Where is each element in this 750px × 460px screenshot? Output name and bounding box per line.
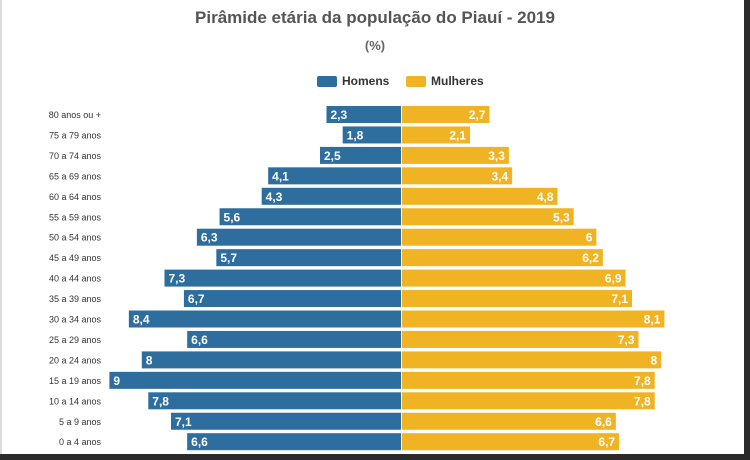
legend: Homens Mulheres [0, 72, 750, 90]
bar-mulheres [402, 228, 597, 246]
legend-item-mulheres[interactable]: Mulheres [406, 72, 484, 90]
category-label: 80 anos ou + [49, 110, 101, 120]
bar-mulheres [402, 392, 655, 410]
data-label-mulheres: 7,8 [634, 374, 651, 388]
data-label-mulheres: 2,1 [449, 128, 466, 142]
category-label: 5 a 9 anos [59, 417, 102, 427]
data-label-homens: 4,1 [272, 169, 289, 183]
category-label: 40 a 44 anos [49, 274, 102, 284]
category-label: 50 a 54 anos [49, 233, 102, 243]
category-label: 0 a 4 anos [59, 437, 102, 447]
category-label: 30 a 34 anos [49, 315, 102, 325]
category-label: 15 a 19 anos [49, 376, 102, 386]
data-label-mulheres: 6,6 [595, 415, 612, 429]
data-label-homens: 9 [113, 374, 120, 388]
data-label-mulheres: 7,8 [634, 394, 651, 408]
data-label-homens: 6,3 [201, 231, 218, 245]
bar-homens [196, 228, 401, 246]
data-label-mulheres: 8 [651, 353, 658, 367]
bar-mulheres [402, 351, 662, 369]
category-label: 75 a 79 anos [49, 130, 102, 140]
data-label-homens: 7,1 [175, 415, 192, 429]
bar-homens [219, 208, 401, 226]
left-edge [0, 0, 2, 460]
data-label-homens: 1,8 [347, 128, 364, 142]
legend-item-homens[interactable]: Homens [317, 72, 389, 90]
bar-homens [187, 330, 401, 348]
bar-homens [141, 351, 402, 369]
bar-mulheres [402, 146, 509, 164]
category-label: 35 a 39 anos [49, 294, 102, 304]
bar-mulheres [402, 290, 633, 308]
legend-swatch-homens [317, 75, 337, 87]
data-label-homens: 8 [146, 353, 153, 367]
bar-homens [187, 433, 401, 451]
bar-mulheres [402, 167, 513, 185]
legend-label-homens: Homens [342, 74, 390, 88]
chart-title: Pirâmide etária da população do Piauí - … [195, 8, 555, 27]
data-label-homens: 8,4 [133, 313, 150, 327]
bar-homens [183, 290, 401, 308]
data-label-mulheres: 7,1 [611, 292, 628, 306]
bar-homens [326, 106, 401, 123]
data-label-homens: 6,6 [191, 333, 208, 347]
data-label-mulheres: 4,8 [537, 190, 554, 204]
chart-subtitle: (%) [364, 38, 386, 53]
data-label-homens: 7,3 [168, 272, 185, 286]
category-label: 60 a 64 anos [49, 192, 102, 202]
bar-homens [170, 412, 401, 430]
category-label: 55 a 59 anos [49, 212, 102, 222]
data-label-mulheres: 8,1 [644, 313, 661, 327]
bar-homens [128, 310, 401, 328]
bar-mulheres [402, 269, 626, 287]
data-label-mulheres: 6,2 [582, 251, 599, 265]
data-label-mulheres: 6,9 [605, 272, 622, 286]
category-label: 70 a 74 anos [49, 151, 102, 161]
category-label: 65 a 69 anos [49, 171, 102, 181]
bar-homens [109, 371, 402, 389]
data-label-mulheres: 5,3 [553, 210, 570, 224]
data-label-mulheres: 6 [586, 231, 593, 245]
data-label-homens: 5,6 [224, 210, 241, 224]
category-label: 10 a 14 anos [49, 396, 102, 406]
data-label-homens: 6,7 [188, 292, 205, 306]
bar-homens [216, 249, 401, 267]
legend-label-mulheres: Mulheres [431, 74, 484, 88]
bar-mulheres [402, 330, 639, 348]
bar-mulheres [402, 208, 574, 226]
bar-homens [261, 187, 401, 205]
category-label: 25 a 29 anos [49, 335, 102, 345]
bar-homens [164, 269, 401, 287]
bar-homens [268, 167, 401, 185]
bar-homens [320, 146, 401, 164]
bar-mulheres [402, 106, 490, 123]
data-label-mulheres: 7,3 [618, 333, 635, 347]
data-label-mulheres: 3,3 [488, 149, 505, 163]
bar-homens [342, 126, 401, 144]
legend-swatch-mulheres [406, 75, 426, 87]
bar-mulheres [402, 310, 665, 328]
category-label: 45 a 49 anos [49, 253, 102, 263]
bar-mulheres [402, 371, 655, 389]
bar-mulheres [402, 187, 558, 205]
data-label-homens: 2,5 [324, 149, 341, 163]
bar-mulheres [402, 433, 620, 451]
data-label-homens: 2,3 [330, 108, 347, 122]
bar-homens [148, 392, 401, 410]
right-edge [744, 0, 750, 460]
data-label-mulheres: 2,7 [469, 108, 486, 122]
data-label-mulheres: 3,4 [491, 169, 508, 183]
bottom-edge [0, 454, 750, 460]
data-label-homens: 5,7 [220, 251, 237, 265]
category-label: 20 a 24 anos [49, 355, 102, 365]
data-label-homens: 7,8 [152, 394, 169, 408]
bar-mulheres [402, 126, 471, 144]
bar-mulheres [402, 249, 603, 267]
data-label-homens: 6,6 [191, 435, 208, 449]
data-label-mulheres: 6,7 [598, 435, 615, 449]
data-label-homens: 4,3 [266, 190, 283, 204]
bar-mulheres [402, 412, 616, 430]
